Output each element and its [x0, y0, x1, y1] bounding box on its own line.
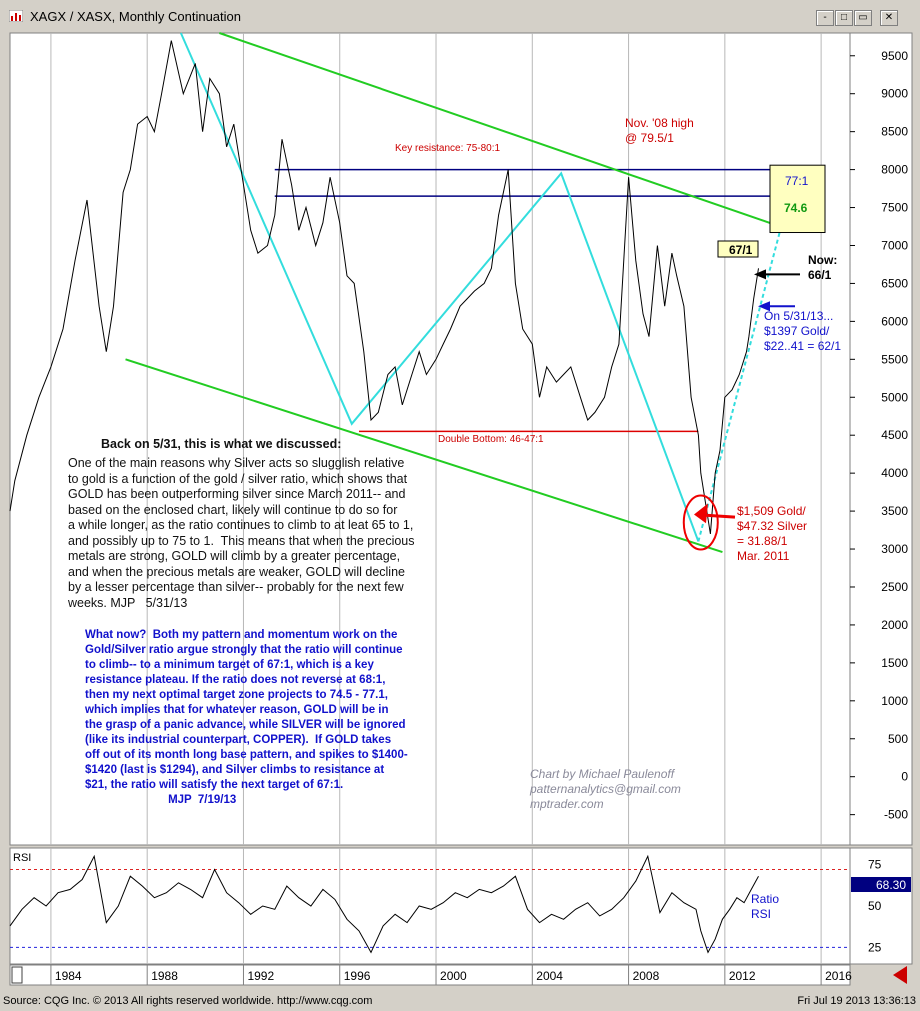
- march-arrow-head: [694, 503, 708, 524]
- target-zone-rect: [769, 164, 826, 234]
- y-tick-label: 1000: [881, 694, 908, 708]
- y-tick-label: 5000: [881, 390, 908, 404]
- key-resistance-label: Key resistance: 75-80:1: [395, 143, 500, 154]
- y-tick-label: 9500: [881, 49, 908, 63]
- y-tick-label: 4000: [881, 466, 908, 480]
- x-tick-label: 1984: [55, 969, 82, 983]
- may31-label-3: $22..41 = 62/1: [764, 339, 841, 353]
- x-tick-label: 1988: [151, 969, 178, 983]
- footer-timestamp: Fri Jul 19 2013 13:36:13: [797, 995, 916, 1007]
- y-tick-label: 3500: [881, 504, 908, 518]
- y-tick-label: -500: [884, 808, 908, 822]
- maximize-button[interactable]: ▭: [854, 10, 872, 26]
- y-tick-label: 6000: [881, 314, 908, 328]
- y-tick-label: 0: [901, 770, 908, 784]
- now-label-1: Now:: [808, 253, 837, 267]
- nov08-high-label-1: Nov. '08 high: [625, 116, 694, 130]
- rsi-layer: [9, 854, 850, 954]
- mar2011-label-2: $47.32 Silver: [737, 519, 807, 533]
- scrollbar-thumb[interactable]: [11, 966, 23, 984]
- rsi-panel-title: RSI: [13, 852, 31, 864]
- target-67-box: [717, 240, 759, 258]
- x-tick-label: 2004: [536, 969, 563, 983]
- rsi-plot-area: [9, 847, 851, 965]
- target-67-label: 67/1: [729, 243, 753, 257]
- rsi-last-value: 68.30: [876, 878, 906, 892]
- credit-line-1: Chart by Michael Paulenoff: [530, 767, 676, 781]
- y-tick-label: 8500: [881, 125, 908, 139]
- ratio-series-line: [9, 40, 759, 534]
- target-746-label: 74.6: [784, 201, 808, 215]
- minimize-button[interactable]: -: [816, 10, 834, 26]
- discussion-heading: Back on 5/31, this is what we discussed:: [101, 437, 342, 451]
- trend-lines: [125, 32, 788, 554]
- rsi-y-tick-label: 25: [868, 940, 882, 954]
- close-button[interactable]: ✕: [880, 10, 898, 26]
- app-chart-icon: [9, 10, 23, 22]
- wave-projection-line: [179, 32, 700, 542]
- now-arrow-icon: [754, 269, 800, 280]
- credit-line-3: mptrader.com: [530, 797, 604, 811]
- may31-label-2: $1397 Gold/: [764, 324, 830, 338]
- x-tick-label: 2016: [825, 969, 852, 983]
- y-tick-label: 8000: [881, 163, 908, 177]
- rsi-axis-strip: [849, 847, 913, 965]
- y-axis-strip: [849, 32, 913, 846]
- march-2011-circle: [682, 494, 736, 551]
- rsi-y-tick-label: 50: [868, 899, 882, 913]
- rsi-y-tick-label: 75: [868, 858, 882, 872]
- upper-channel-line: [219, 32, 781, 228]
- target-77-label: 77:1: [785, 174, 809, 188]
- x-tick-label: 2008: [633, 969, 660, 983]
- mar2011-label-3: = 31.88/1: [737, 534, 788, 548]
- what-now-text: What now? Both my pattern and momentum w…: [85, 629, 408, 806]
- mar2011-label-1: $1,509 Gold/: [737, 504, 806, 518]
- x-tick-label: 1996: [344, 969, 371, 983]
- y-tick-label: 500: [888, 732, 908, 746]
- target-zone-box: [769, 164, 826, 234]
- main-plot-area: [9, 32, 851, 846]
- rsi-last-value-box: [851, 877, 911, 892]
- lower-channel-line: [125, 358, 723, 554]
- x-tick-label: 1992: [247, 969, 274, 983]
- restore-button[interactable]: □: [835, 10, 853, 26]
- x-axis-ticks: 1984 1988 1992 1996 2000 2004 2008 2012 2016: [50, 965, 852, 985]
- window-titlebar: XAGX / XASX, Monthly Continuation - □ ▭ …: [0, 0, 920, 33]
- y-tick-label: 5500: [881, 352, 908, 366]
- y-tick-label: 7500: [881, 201, 908, 215]
- y-tick-label: 1500: [881, 656, 908, 670]
- y-tick-label: 2000: [881, 618, 908, 632]
- may31-label-1: On 5/31/13...: [764, 309, 833, 323]
- y-tick-label: 7000: [881, 238, 908, 252]
- rsi-legend-rsi: RSI: [751, 907, 771, 921]
- now-arrow-head: [754, 269, 766, 280]
- may-arrow-head: [758, 301, 770, 312]
- march-2011-ellipse: [682, 494, 719, 551]
- credit-line-2: patternanalytics@gmail.com: [529, 782, 681, 796]
- discussion-text: One of the main reasons why Silver acts …: [68, 456, 415, 610]
- now-label-2: 66/1: [808, 268, 832, 282]
- x-tick-label: 2012: [729, 969, 756, 983]
- may-arrow-icon: [758, 301, 795, 312]
- y-tick-label: 4500: [881, 428, 908, 442]
- x-axis-strip: [9, 964, 851, 986]
- scroll-right-icon[interactable]: [890, 965, 910, 985]
- rsi-series-line: [9, 854, 759, 954]
- nov08-high-label-2: @ 79.5/1: [625, 131, 674, 145]
- y-tick-label: 2500: [881, 580, 908, 594]
- double-bottom-label: Double Bottom: 46-47:1: [438, 434, 544, 445]
- footer-source: Source: CQG Inc. © 2013 All rights reser…: [3, 995, 373, 1007]
- y-tick-label: 6500: [881, 276, 908, 290]
- x-tick-label: 2000: [440, 969, 467, 983]
- rsi-legend-ratio: Ratio: [751, 892, 779, 906]
- mar2011-label-4: Mar. 2011: [737, 549, 790, 563]
- price-series-layer: [9, 40, 759, 534]
- dashed-projection-line: [697, 230, 782, 542]
- window-title: XAGX / XASX, Monthly Continuation: [30, 9, 241, 24]
- y-tick-label: 9000: [881, 87, 908, 101]
- y-axis-ticks: 9500900085008000750070006500600055005000…: [850, 49, 908, 954]
- y-tick-label: 3000: [881, 542, 908, 556]
